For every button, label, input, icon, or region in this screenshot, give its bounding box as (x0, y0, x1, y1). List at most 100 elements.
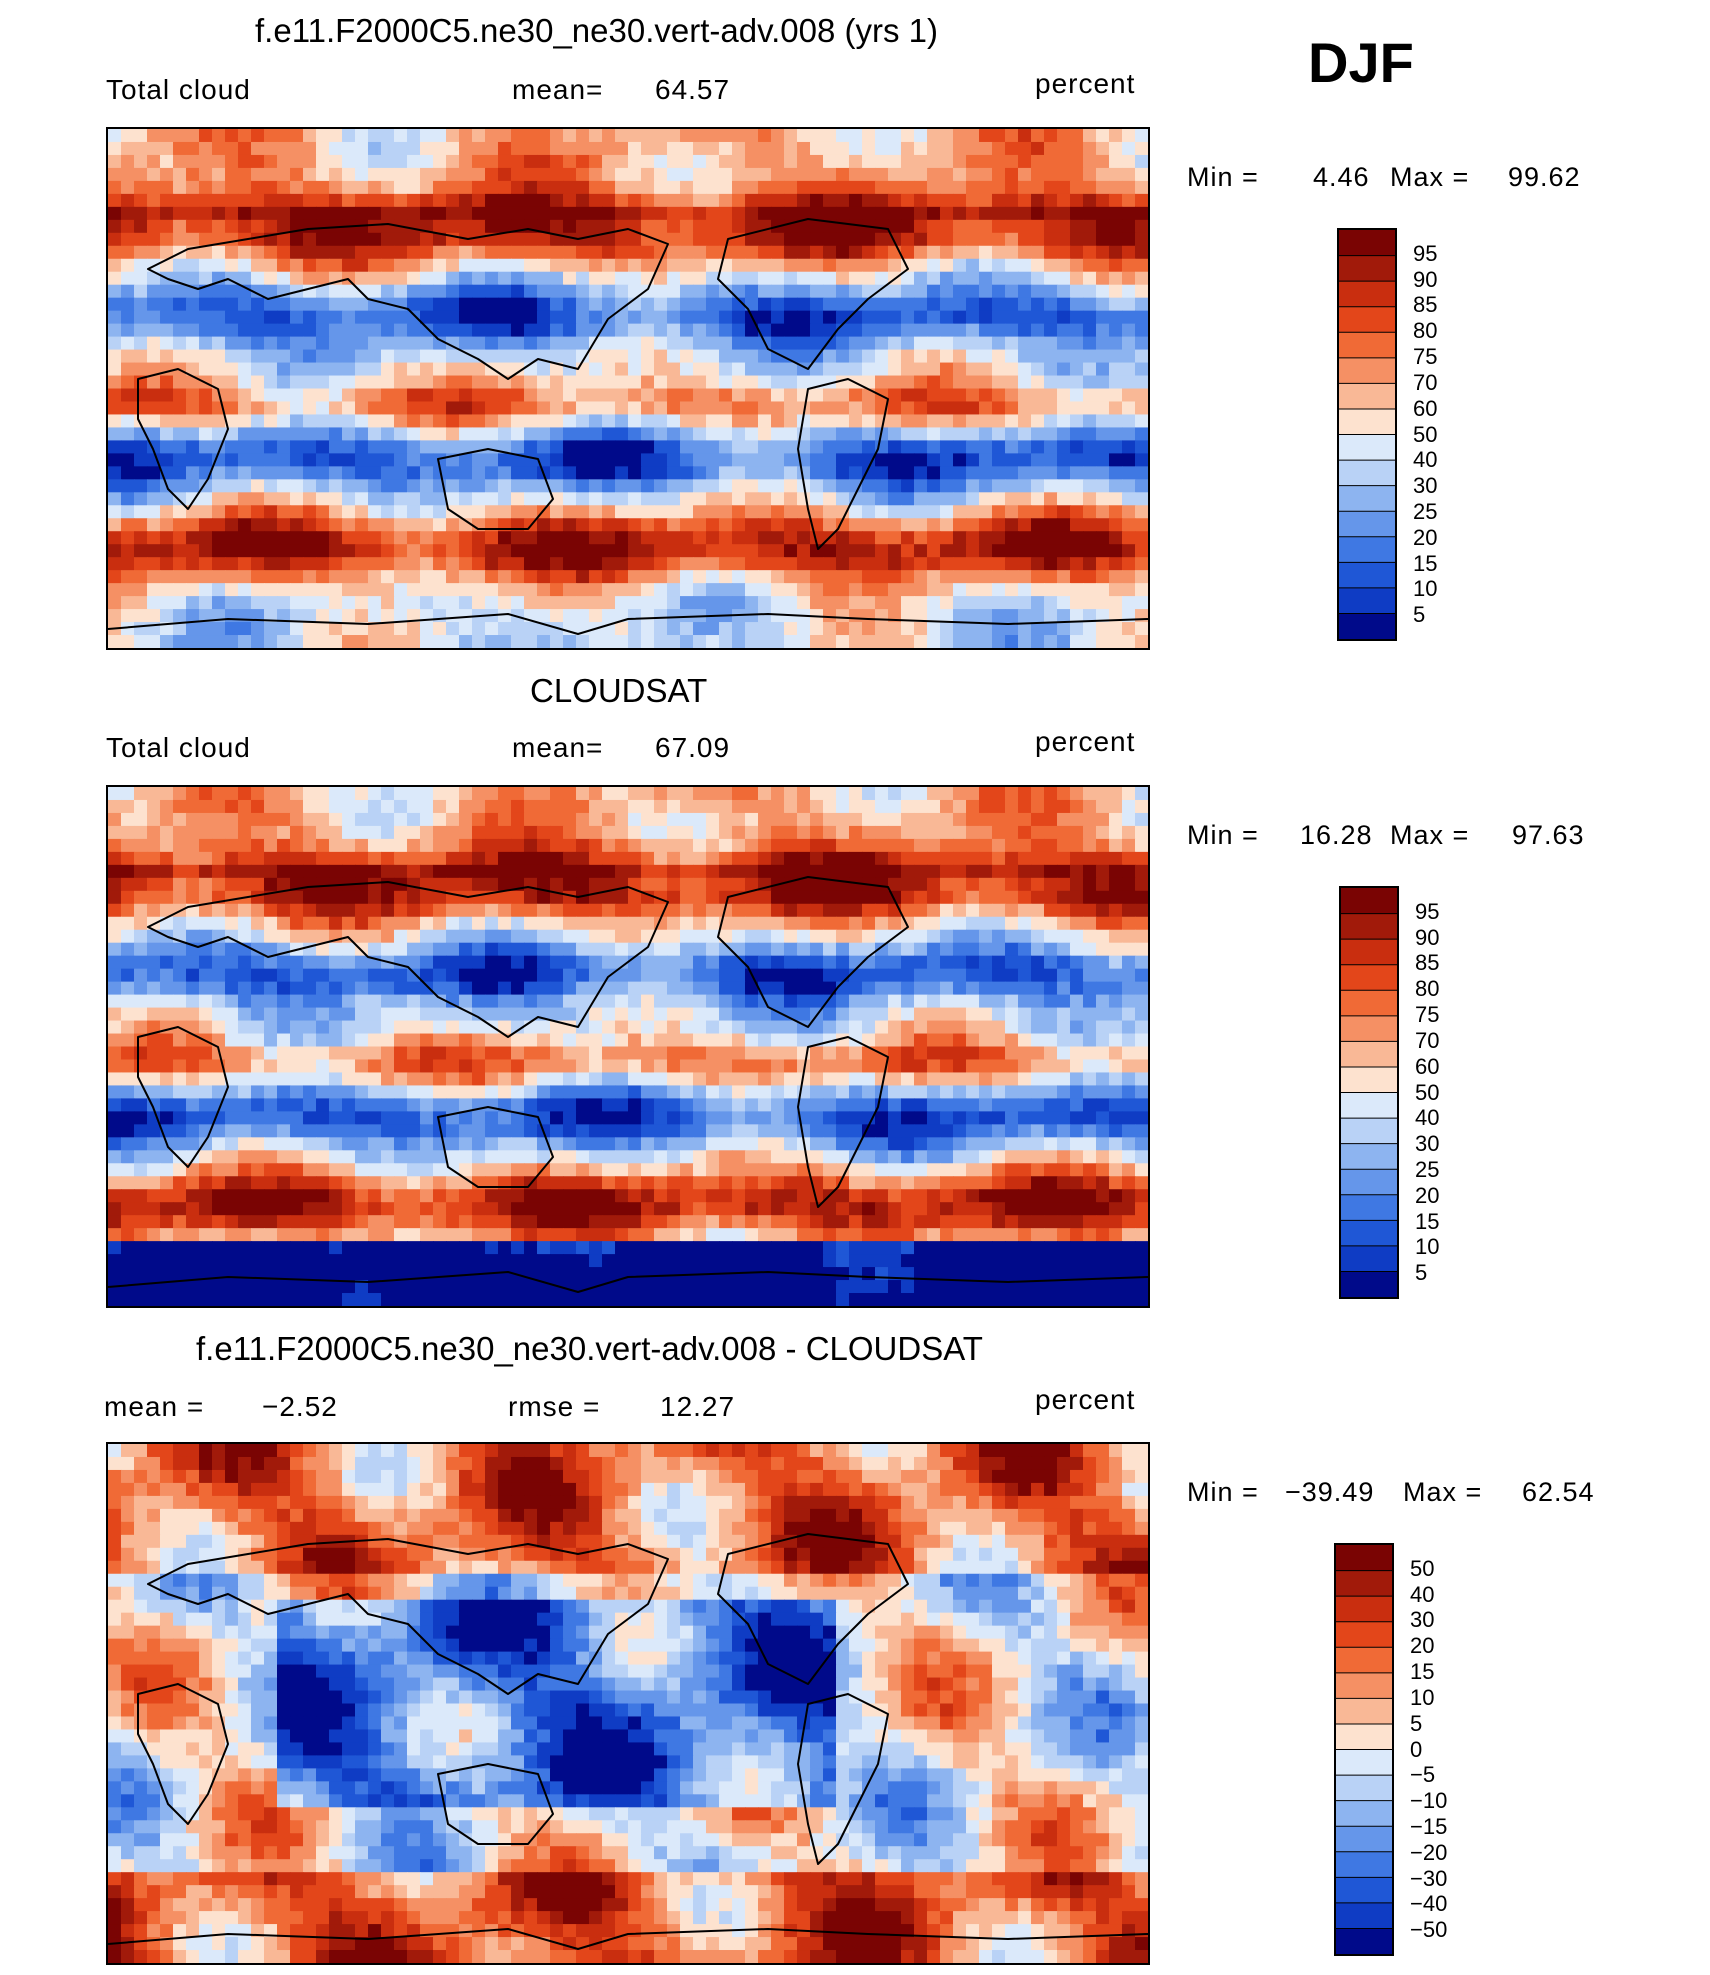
field-cell (901, 219, 915, 234)
field-cell (914, 453, 928, 467)
field-cell (615, 297, 629, 312)
field-cell (914, 284, 928, 299)
field-cell (472, 570, 486, 584)
field-cell (134, 570, 148, 584)
field-cell (979, 903, 993, 918)
field-cell (940, 635, 954, 648)
field-cell (979, 583, 993, 597)
field-cell (1018, 466, 1032, 480)
field-cell (134, 1020, 148, 1035)
field-cell (186, 812, 200, 827)
field-cell (693, 193, 707, 208)
field-cell (173, 916, 187, 931)
field-cell (1122, 219, 1136, 234)
field-cell (303, 1059, 317, 1074)
field-cell (550, 799, 564, 814)
field-cell (173, 206, 187, 221)
field-cell (1018, 232, 1032, 247)
field-cell (641, 362, 655, 377)
field-cell (719, 154, 733, 169)
field-cell (537, 219, 551, 234)
field-cell (446, 981, 460, 996)
field-cell (433, 414, 447, 429)
field-cell (953, 129, 967, 143)
field-cell (303, 851, 317, 866)
field-cell (979, 531, 993, 545)
field-cell (862, 596, 876, 610)
field-cell (888, 1046, 902, 1061)
field-cell (433, 787, 447, 801)
field-cell (1057, 466, 1071, 480)
field-cell (459, 310, 473, 325)
field-cell (706, 916, 720, 931)
field-cell (745, 466, 759, 480)
field-cell (407, 141, 421, 156)
field-cell (901, 401, 915, 416)
field-cell (485, 193, 499, 208)
field-cell (251, 1007, 265, 1022)
field-cell (810, 929, 824, 944)
field-cell (758, 129, 772, 143)
field-cell (199, 531, 213, 545)
field-cell (277, 1046, 291, 1061)
field-cell (784, 838, 798, 853)
field-cell (953, 929, 967, 944)
field-cell (511, 622, 525, 636)
field-cell (1018, 596, 1032, 610)
field-cell (680, 388, 694, 403)
field-cell (485, 284, 499, 299)
field-cell (1044, 557, 1058, 571)
field-cell (836, 609, 850, 623)
field-cell (706, 596, 720, 610)
field-cell (550, 981, 564, 996)
field-cell (381, 336, 395, 351)
field-cell (719, 206, 733, 221)
field-cell (472, 916, 486, 931)
field-cell (706, 414, 720, 429)
field-cell (940, 401, 954, 416)
colorbar-swatch (1339, 562, 1395, 589)
field-cell (979, 323, 993, 338)
field-cell (212, 531, 226, 545)
field-cell (1083, 466, 1097, 480)
field-cell (849, 427, 863, 441)
field-cell (979, 825, 993, 840)
field-cell (134, 453, 148, 467)
field-cell (667, 955, 681, 970)
field-cell (1018, 903, 1032, 918)
field-cell (654, 570, 668, 584)
field-cell (979, 609, 993, 623)
field-cell (459, 903, 473, 918)
field-cell (1070, 362, 1084, 377)
field-cell (615, 864, 629, 879)
field-cell (797, 916, 811, 931)
field-cell (446, 531, 460, 545)
field-cell (355, 531, 369, 545)
field-cell (641, 427, 655, 441)
field-cell (732, 981, 746, 996)
field-cell (485, 245, 499, 260)
field-cell (654, 440, 668, 454)
field-cell (602, 492, 616, 506)
field-cell (563, 1007, 577, 1022)
field-cell (407, 349, 421, 364)
field-cell (979, 258, 993, 273)
field-cell (355, 245, 369, 260)
field-cell (485, 297, 499, 312)
field-cell (238, 981, 252, 996)
field-cell (810, 297, 824, 312)
field-cell (381, 232, 395, 247)
field-cell (498, 219, 512, 234)
field-cell (576, 570, 590, 584)
variable-label-model: Total cloud (106, 74, 251, 105)
field-cell (1018, 787, 1032, 801)
field-cell (706, 453, 720, 467)
field-cell (862, 864, 876, 879)
field-cell (784, 388, 798, 403)
field-cell (771, 206, 785, 221)
field-cell (862, 544, 876, 558)
field-cell (160, 388, 174, 403)
field-cell (667, 981, 681, 996)
coastline (147, 223, 669, 380)
field-cell (745, 1020, 759, 1035)
